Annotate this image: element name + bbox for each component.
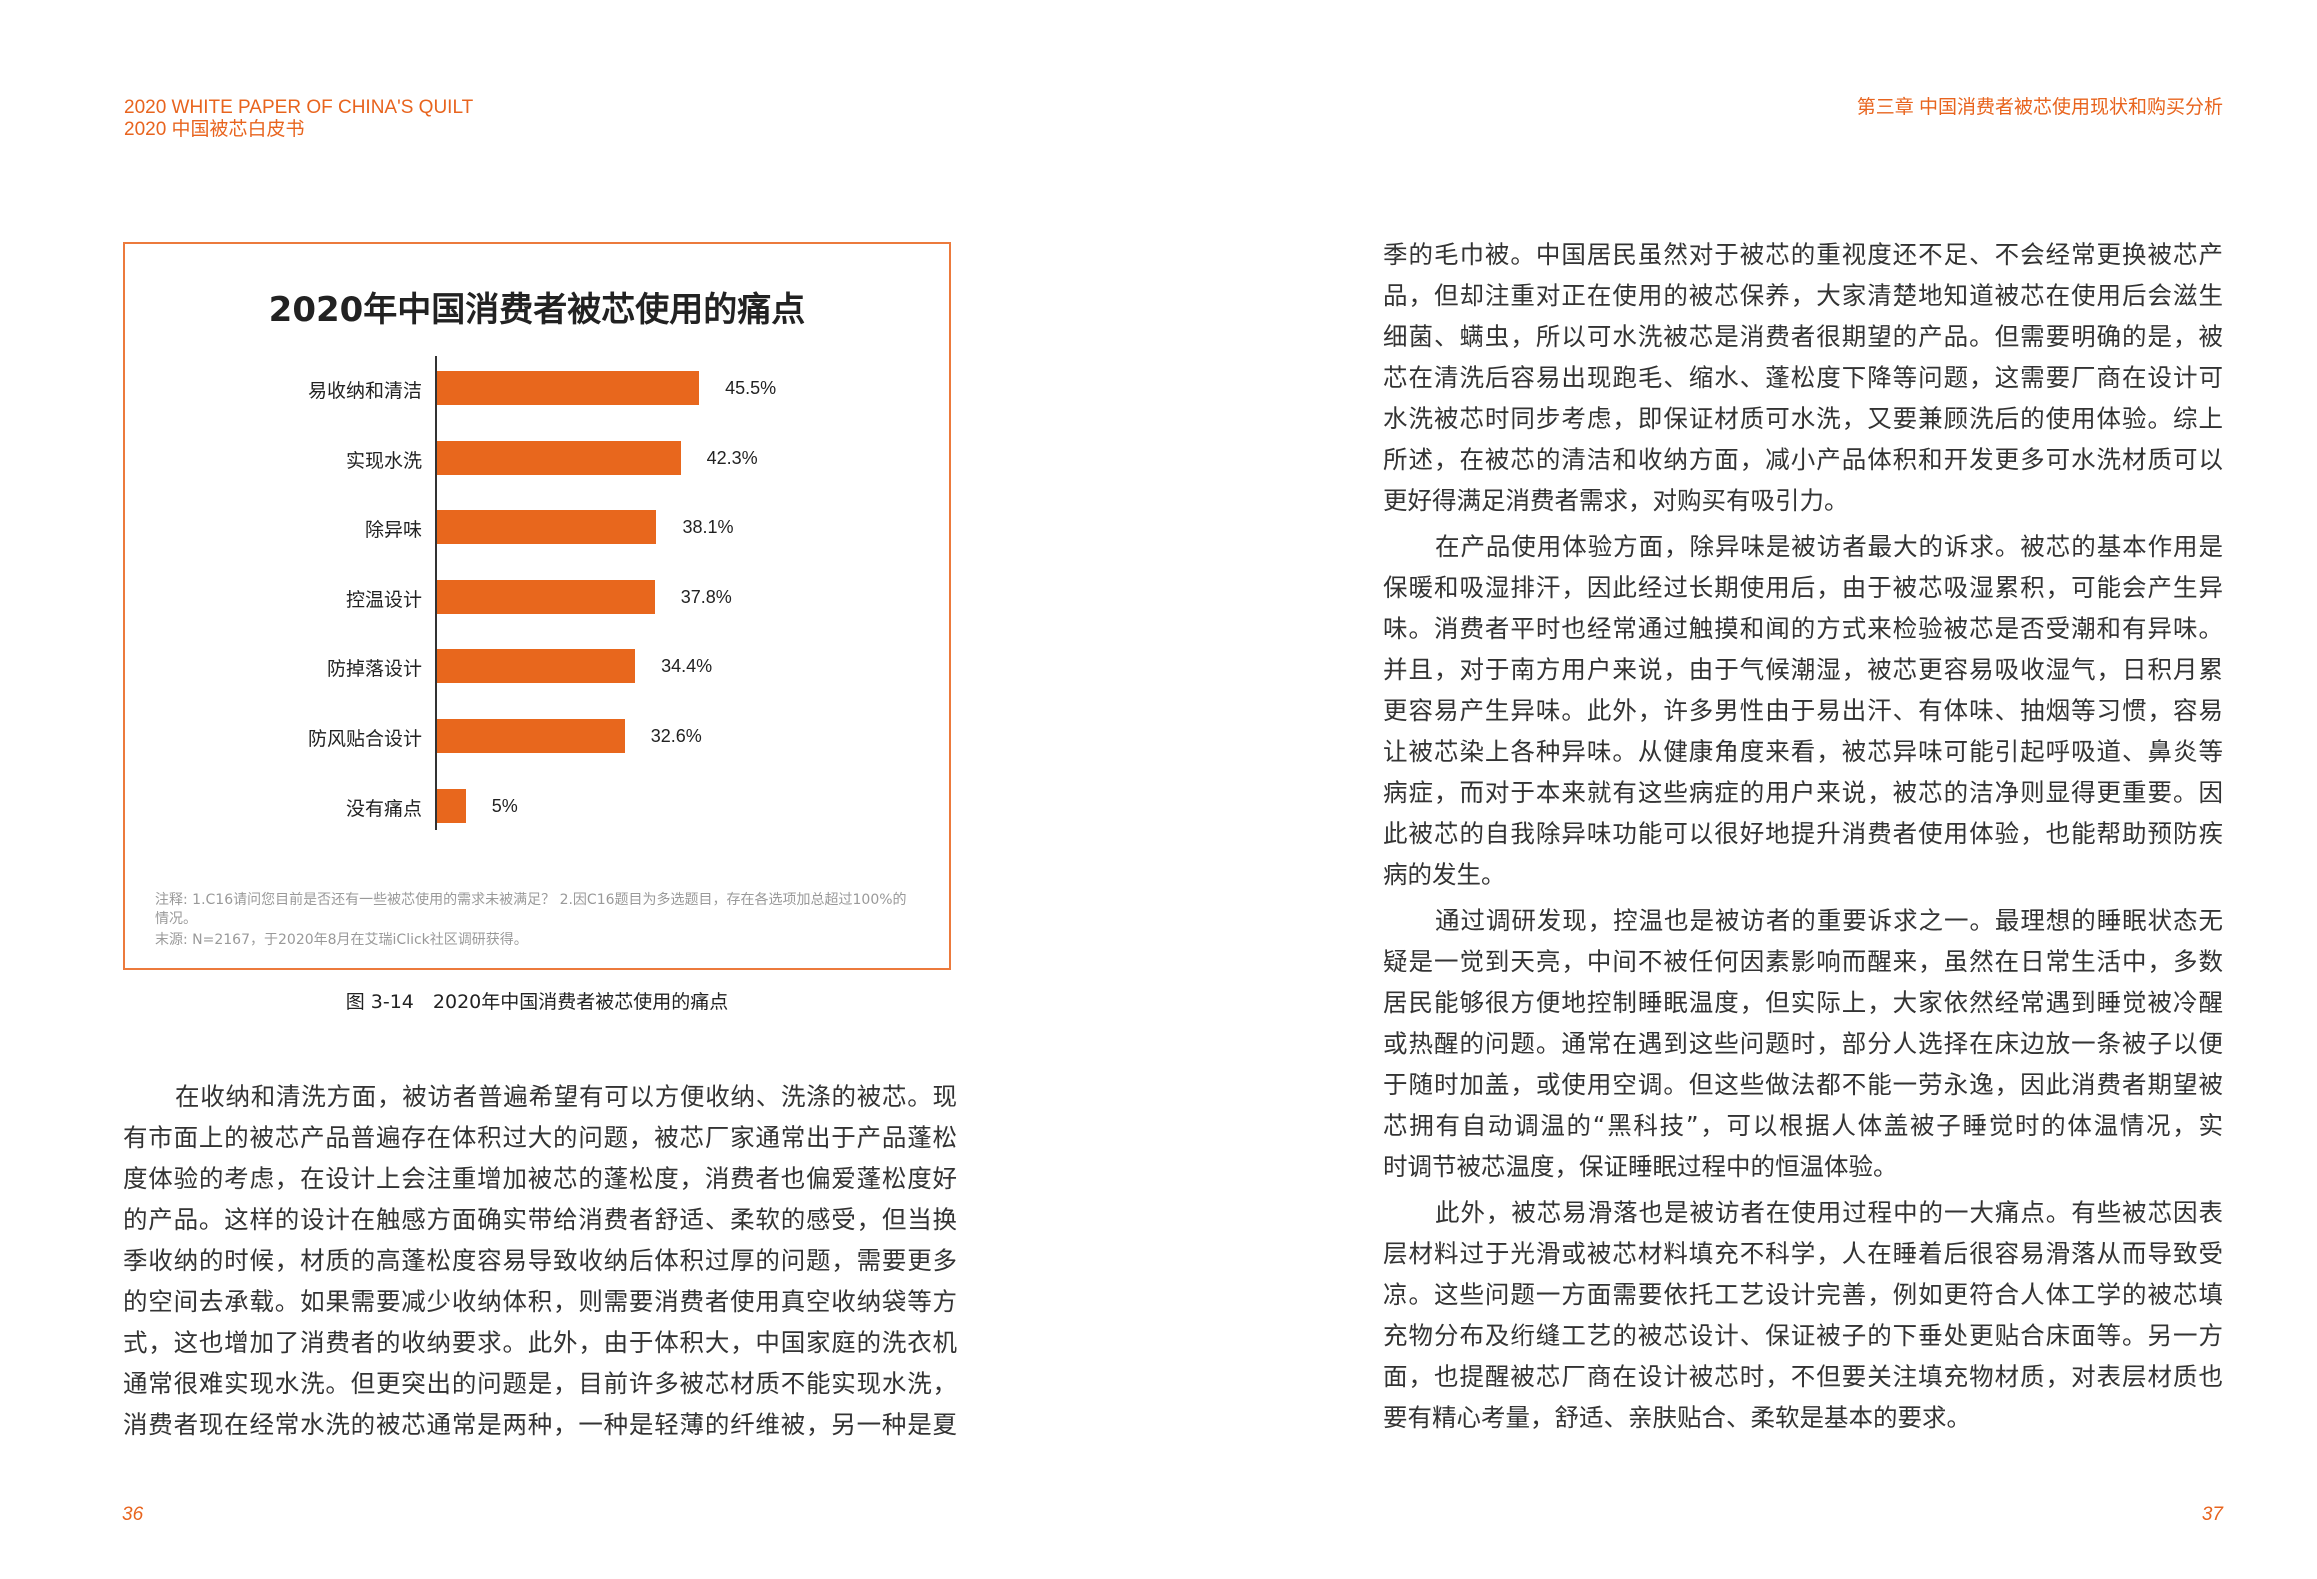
value-label: 37.8% — [680, 586, 732, 607]
category-label: 控温设计 — [345, 588, 422, 611]
bar — [437, 510, 657, 545]
text-line: 在产品使用体验方面，除异味是被访者最大的诉求。被芯的基本作用是 — [1435, 532, 2223, 561]
chart-note: 注释: 1.C16请问您目前是否还有一些被芯使用的需求未被满足？ 2.因C16题… — [155, 892, 907, 927]
category-label: 没有痛点 — [345, 797, 422, 820]
paragraph: 在收纳和清洗方面，被访者普遍希望有可以方便收纳、洗涤的被芯。现有市面上的被芯产品… — [123, 1076, 957, 1445]
text-line: 病症，而对于本来就有这些病症的用户来说，被芯的洁净则显得更重要。因 — [1383, 778, 2223, 807]
bar — [437, 440, 681, 475]
chart-axis — [435, 356, 437, 830]
text-line: 通过调研发现，控温也是被访者的重要诉求之一。最理想的睡眠状态无 — [1435, 906, 2223, 935]
text-line: 凉。这些问题一方面需要依托工艺设计完善，例如更符合人体工学的被芯填 — [1383, 1280, 2223, 1309]
running-header-left: 2020 WHITE PAPER OF CHINA'S QUILT 2020 中… — [124, 97, 473, 141]
bar — [437, 579, 655, 614]
text-line: 品，但却注重对正在使用的被芯保养，大家清楚地知道被芯在使用后会滋生 — [1383, 281, 2223, 310]
text-line: 芯拥有自动调温的“黑科技”，可以根据人体盖被子睡觉时的体温情况，实 — [1383, 1111, 2223, 1140]
text-line: 或热醒的问题。通常在遇到这些问题时，部分人选择在床边放一条被子以便 — [1383, 1029, 2223, 1058]
value-label: 42.3% — [706, 447, 758, 468]
text-line: 层材料过于光滑或被芯材料填充不科学，人在睡着后很容易滑落从而导致受 — [1383, 1239, 2223, 1268]
text-line: 度体验的考虑，在设计上会注重增加被芯的蓬松度，消费者也偏爱蓬松度好 — [123, 1164, 957, 1193]
text-line: 更容易产生异味。此外，许多男性由于易出汗、有体味、抽烟等习惯，容易 — [1383, 696, 2223, 725]
text-line: 面，也提醒被芯厂商在设计被芯时，不但要关注填充物材质，对表层材质也 — [1383, 1362, 2223, 1391]
right-column-text: 季的毛巾被。中国居民虽然对于被芯的重视度还不足、不会经常更换被芯产 品，但却注重对… — [1383, 234, 2223, 1438]
text-line: 消费者现在经常水洗的被芯通常是两种，一种是轻薄的纤维被，另一种是夏 — [123, 1410, 957, 1439]
paragraph: 在产品使用体验方面，除异味是被访者最大的诉求。被芯的基本作用是保暖和吸湿排汗，因… — [1383, 526, 2223, 895]
header-title-cn: 2020 中国被芯白皮书 — [124, 119, 305, 140]
text-line: 的空间去承载。如果需要减少收纳体积，则需要消费者使用真空收纳袋等方 — [123, 1287, 957, 1316]
chart-source: 末源: N=2167，于2020年8月在艾瑞iClick社区调研获得。 — [155, 932, 528, 948]
value-label: 45.5% — [725, 378, 777, 398]
figure-caption: 图 3-14 2020年中国消费者被芯使用的痛点 — [345, 991, 729, 1013]
text-line: 居民能够很方便地控制睡眠温度，但实际上，大家依然经常遇到睡觉被冷醒 — [1383, 988, 2223, 1017]
text-line: 式，这也增加了消费者的收纳要求。此外，由于体积大，中国家庭的洗衣机 — [123, 1328, 957, 1357]
text-line: 有市面上的被芯产品普遍存在体积过大的问题，被芯厂家通常出于产品蓬松 — [123, 1123, 957, 1152]
text-line: 季的毛巾被。中国居民虽然对于被芯的重视度还不足、不会经常更换被芯产 — [1383, 240, 2223, 269]
text-line: 芯在清洗后容易出现跑毛、缩水、蓬松度下降等问题，这需要厂商在设计可 — [1383, 363, 2223, 392]
paragraph: 此外，被芯易滑落也是被访者在使用过程中的一大痛点。有些被芯因表层材料过于光滑或被… — [1383, 1192, 2223, 1438]
value-label: 5% — [491, 795, 518, 816]
text-line: 疑是一觉到天亮，中间不被任何因素影响而醒来，虽然在日常生活中，多数 — [1383, 947, 2223, 976]
chart-frame — [123, 242, 951, 970]
text-line: 于随时加盖，或使用空调。但这些做法都不能一劳永逸，因此消费者期望被 — [1383, 1070, 2223, 1099]
value-label: 34.4% — [661, 656, 713, 677]
bar — [437, 719, 625, 753]
category-label: 除异味 — [364, 519, 422, 542]
text-line: 通常很难实现水洗。但更突出的问题是，目前许多被芯材质不能实现水洗， — [123, 1369, 957, 1398]
header-title-en: 2020 WHITE PAPER OF CHINA'S QUILT — [124, 97, 474, 118]
text-line: 味。消费者平时也经常通过触摸和闻的方式来检验被芯是否受潮和有异味。 — [1383, 614, 2223, 643]
text-line: 让被芯染上各种异味。从健康角度来看，被芯异味可能引起呼吸道、鼻炎等 — [1383, 737, 2223, 766]
text-line: 时调节被芯温度，保证睡眠过程中的恒温体验。 — [1383, 1152, 1898, 1181]
paragraph: 季的毛巾被。中国居民虽然对于被芯的重视度还不足、不会经常更换被芯产 品，但却注重对… — [1383, 234, 2223, 521]
text-line: 并且，对于南方用户来说，由于气候潮湿，被芯更容易吸收湿气，日积月累 — [1383, 655, 2223, 684]
text-line: 此外，被芯易滑落也是被访者在使用过程中的一大痛点。有些被芯因表 — [1435, 1198, 2223, 1227]
bar — [437, 649, 636, 684]
text-line: 在收纳和清洗方面，被访者普遍希望有可以方便收纳、洗涤的被芯。现 — [175, 1082, 957, 1111]
page-number-left: 36 — [122, 1504, 144, 1525]
text-line: 保暖和吸湿排汗，因此经过长期使用后，由于被芯吸湿累积，可能会产生异 — [1383, 573, 2223, 602]
value-label: 32.6% — [650, 726, 702, 746]
chart-title: 2020年中国消费者被芯使用的痛点 — [268, 290, 806, 330]
text-line: 此被芯的自我除异味功能可以很好地提升消费者使用体验，也能帮助预防疾 — [1383, 819, 2223, 848]
text-line: 季收纳的时候，材质的高蓬松度容易导致收纳后体积过厚的问题，需要更多 — [123, 1246, 957, 1275]
text-line: 的产品。这样的设计在触感方面确实带给消费者舒适、柔软的感受，但当换 — [123, 1205, 957, 1234]
text-line: 水洗被芯时同步考虑，即保证材质可水洗，又要兼顾洗后的使用体验。综上 — [1383, 404, 2223, 433]
category-label: 防风贴合设计 — [307, 728, 422, 750]
bar — [437, 788, 466, 823]
left-column-text: 在收纳和清洗方面，被访者普遍希望有可以方便收纳、洗涤的被芯。现有市面上的被芯产品… — [123, 1076, 957, 1445]
text-line: 细菌、螨虫，所以可水洗被芯是消费者很期望的产品。但需要明确的是，被 — [1383, 322, 2223, 351]
text-line: 所述，在被芯的清洁和收纳方面，减小产品体积和开发更多可水洗材质可以 — [1383, 445, 2223, 474]
text-line: 充物分布及绗缝工艺的被芯设计、保证被子的下垂处更贴合床面等。另一方 — [1383, 1321, 2223, 1350]
category-label: 防掉落设计 — [326, 658, 422, 681]
text-line: 病的发生。 — [1383, 860, 1506, 889]
text-line: 要有精心考量，舒适、亲肤贴合、柔软是基本的要求。 — [1383, 1403, 1971, 1432]
running-header-right: 第三章 中国消费者被芯使用现状和购买分析 — [1856, 97, 2223, 118]
value-label: 38.1% — [682, 517, 734, 538]
page-number-right: 37 — [2201, 1504, 2223, 1525]
text-line: 更好得满足消费者需求，对购买有吸引力。 — [1383, 486, 1849, 515]
category-label: 易收纳和清洁 — [307, 380, 422, 402]
bar — [437, 371, 700, 405]
category-label: 实现水洗 — [345, 449, 422, 472]
paragraph: 通过调研发现，控温也是被访者的重要诉求之一。最理想的睡眠状态无疑是一觉到天亮，中… — [1383, 900, 2223, 1187]
